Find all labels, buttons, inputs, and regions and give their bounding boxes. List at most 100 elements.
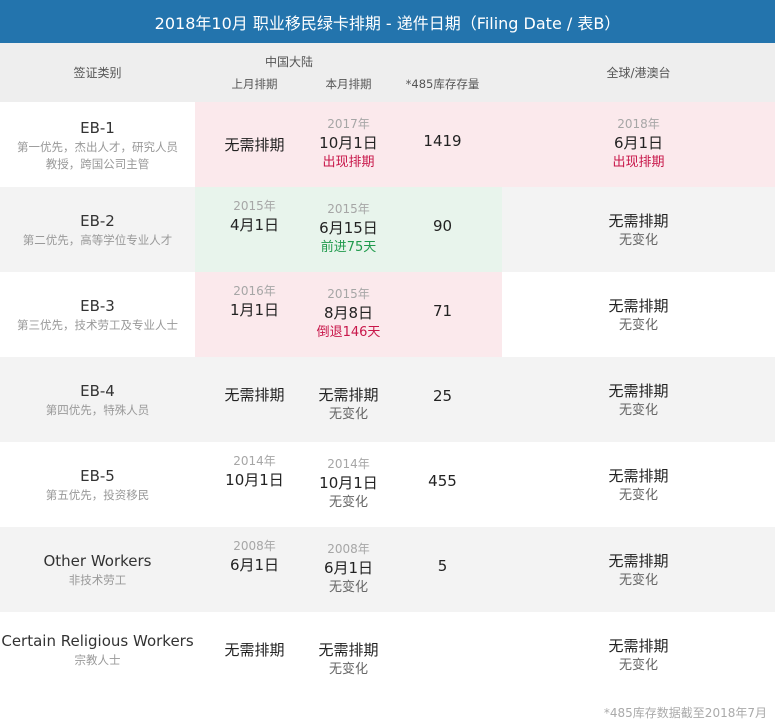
inventory-value: 455	[428, 472, 457, 490]
category-desc: 第三优先，技术劳工及专业人士	[17, 318, 178, 332]
header-inventory: *485库存存量	[383, 43, 502, 102]
category-cell: EB-4 第四优先，特殊人员	[0, 357, 195, 442]
this-month-cell: 2014年 10月1日 无变化	[314, 442, 383, 527]
this-month-change: 无变化	[328, 495, 368, 510]
this-month-change: 倒退146天	[316, 325, 381, 340]
header-china-label: 中国大陆	[264, 55, 313, 69]
last-month-year: 2008年	[233, 539, 276, 553]
world-date: 6月1日	[613, 134, 664, 152]
inventory-value: 5	[437, 557, 448, 575]
header-world: 全球/港澳台	[502, 43, 775, 102]
this-month-cell: 无需排期 无变化	[314, 612, 383, 697]
inventory-value: 71	[432, 302, 453, 320]
this-month-cell: 2017年 10月1日 出现排期	[314, 102, 383, 187]
world-date: 无需排期	[608, 381, 669, 400]
category-cell: Certain Religious Workers 宗教人士	[0, 612, 195, 697]
this-month-change: 无变化	[328, 580, 368, 595]
last-month-cell: 无需排期	[195, 102, 314, 187]
priority-date-table: 签证类别 中国大陆 上月排期 本月排期 *485库存存量 全球/港澳台 EB-1…	[0, 43, 775, 697]
inventory-cell: 5	[383, 527, 502, 612]
page-title-text: 2018年10月 职业移民绿卡排期 - 递件日期（Filing Date / 表…	[154, 13, 621, 33]
last-month-cell: 无需排期	[195, 357, 314, 442]
last-month-cell: 2016年 1月1日	[195, 272, 314, 357]
this-month-date: 10月1日	[319, 134, 378, 152]
category-desc: 宗教人士	[74, 653, 121, 667]
category-name: Certain Religious Workers	[1, 632, 194, 650]
category-cell: Other Workers 非技术劳工	[0, 527, 195, 612]
table-header: 签证类别 中国大陆 上月排期 本月排期 *485库存存量 全球/港澳台	[0, 43, 775, 102]
last-month-date: 无需排期	[224, 135, 285, 154]
world-date: 无需排期	[608, 466, 669, 485]
last-month-cell: 无需排期	[195, 612, 314, 697]
header-category-label: 签证类别	[73, 66, 122, 80]
category-cell: EB-1 第一优先，杰出人才，研究人员 教授，跨国公司主管	[0, 102, 195, 187]
world-cell: 无需排期 无变化	[502, 187, 775, 272]
world-change: 无变化	[618, 572, 658, 588]
table-row: EB-3 第三优先，技术劳工及专业人士 2016年 1月1日 2015年 8月8…	[0, 272, 775, 357]
header-last-month: 上月排期	[195, 43, 314, 102]
inventory-footnote: *485库存数据截至2018年7月	[603, 706, 767, 720]
last-month-cell: 2008年 6月1日	[195, 527, 314, 612]
category-desc: 第二优先，高等学位专业人才	[22, 233, 173, 247]
world-cell: 无需排期 无变化	[502, 442, 775, 527]
category-cell: EB-2 第二优先，高等学位专业人才	[0, 187, 195, 272]
world-change: 无变化	[618, 657, 658, 673]
world-cell: 无需排期 无变化	[502, 272, 775, 357]
category-name: EB-3	[80, 297, 115, 315]
this-month-cell: 2015年 6月15日 前进75天	[314, 187, 383, 272]
category-desc: 第一优先，杰出人才，研究人员	[17, 139, 178, 154]
world-date: 无需排期	[608, 296, 669, 315]
this-month-date: 6月15日	[319, 219, 378, 237]
world-date: 无需排期	[608, 211, 669, 230]
this-month-date: 10月1日	[319, 474, 378, 492]
this-month-change: 出现排期	[322, 155, 375, 170]
this-month-year: 2014年	[327, 457, 370, 471]
category-desc: 教授，跨国公司主管	[45, 156, 150, 171]
last-month-date: 无需排期	[224, 641, 285, 659]
inventory-cell: 455	[383, 442, 502, 527]
world-change: 出现排期	[612, 155, 665, 170]
this-month-year: 2008年	[327, 542, 370, 556]
inventory-cell: 90	[383, 187, 502, 272]
table-row: EB-5 第五优先，投资移民 2014年 10月1日 2014年 10月1日 无…	[0, 442, 775, 527]
this-month-change: 前进75天	[320, 240, 377, 255]
last-month-cell: 2015年 4月1日	[195, 187, 314, 272]
this-month-date: 8月8日	[323, 304, 374, 322]
world-change: 无变化	[618, 317, 658, 333]
inventory-value: 90	[432, 217, 453, 235]
header-category: 签证类别	[0, 43, 195, 102]
header-this-month: 本月排期	[314, 43, 383, 102]
inventory-cell	[383, 612, 502, 697]
header-last-month-label: 上月排期	[231, 77, 278, 91]
inventory-cell: 71	[383, 272, 502, 357]
this-month-year: 2015年	[327, 287, 370, 301]
world-cell: 无需排期 无变化	[502, 357, 775, 442]
world-date: 无需排期	[608, 551, 669, 570]
table-row: Other Workers 非技术劳工 2008年 6月1日 2008年 6月1…	[0, 527, 775, 612]
table-row: EB-1 第一优先，杰出人才，研究人员 教授，跨国公司主管 无需排期 2017年…	[0, 102, 775, 187]
this-month-cell: 2008年 6月1日 无变化	[314, 527, 383, 612]
world-change: 无变化	[618, 232, 658, 248]
world-cell: 无需排期 无变化	[502, 612, 775, 697]
this-month-change: 无变化	[328, 407, 368, 422]
this-month-cell: 2015年 8月8日 倒退146天	[314, 272, 383, 357]
inventory-value: 1419	[423, 132, 462, 150]
last-month-year: 2015年	[233, 199, 276, 213]
inventory-cell: 25	[383, 357, 502, 442]
category-cell: EB-3 第三优先，技术劳工及专业人士	[0, 272, 195, 357]
category-desc: 非技术劳工	[68, 573, 127, 587]
table-row: EB-4 第四优先，特殊人员 无需排期 无需排期 无变化 25 无需排期 无变化	[0, 357, 775, 442]
header-inventory-label: *485库存存量	[405, 77, 480, 91]
this-month-date: 6月1日	[323, 559, 374, 577]
last-month-year: 2014年	[233, 454, 276, 468]
this-month-change: 无变化	[328, 662, 368, 677]
category-name: EB-2	[80, 212, 115, 230]
page-title: 2018年10月 职业移民绿卡排期 - 递件日期（Filing Date / 表…	[0, 0, 775, 43]
last-month-date: 无需排期	[224, 386, 285, 404]
this-month-date: 无需排期	[318, 386, 379, 404]
world-year: 2018年	[617, 117, 660, 131]
this-month-year: 2017年	[327, 117, 370, 131]
last-month-date: 1月1日	[229, 301, 280, 319]
category-name: EB-1	[80, 118, 115, 137]
last-month-date: 6月1日	[229, 556, 280, 574]
